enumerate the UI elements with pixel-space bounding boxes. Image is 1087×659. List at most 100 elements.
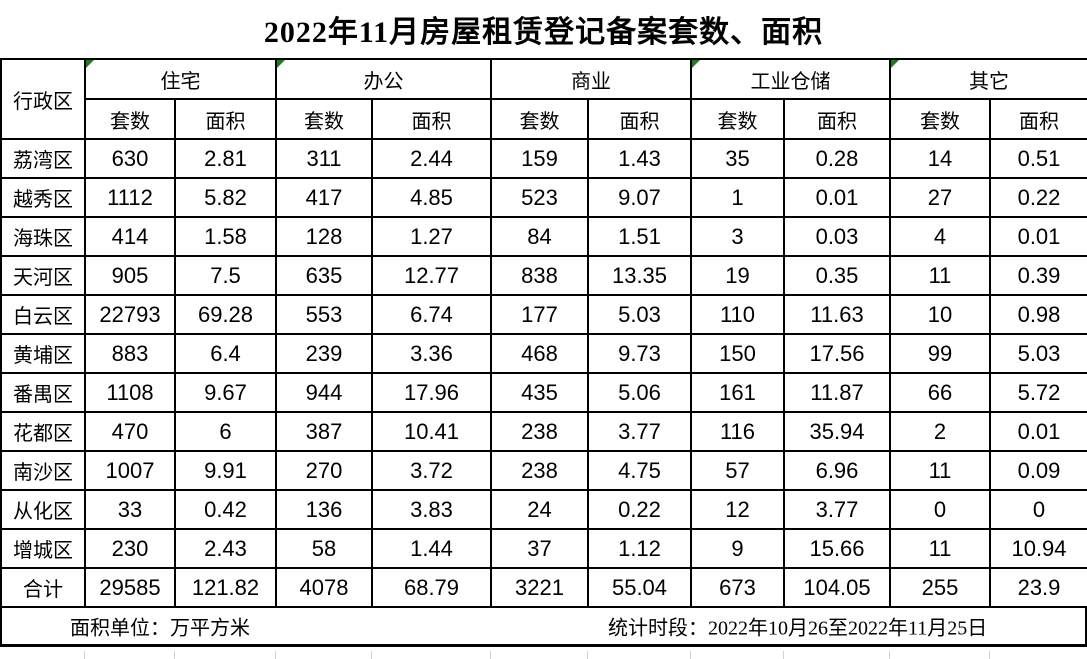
district-cell[interactable]: 花都区 [0, 411, 86, 452]
value-cell[interactable]: 0.28 [783, 138, 891, 179]
header-cell-district[interactable]: 行政区 [0, 58, 86, 140]
value-cell[interactable]: 230 [84, 528, 176, 569]
value-cell[interactable]: 66 [889, 372, 991, 413]
value-cell[interactable]: 1.12 [587, 528, 692, 569]
district-cell[interactable]: 南沙区 [0, 450, 86, 491]
value-cell[interactable]: 6 [174, 411, 277, 452]
value-cell[interactable]: 9.07 [587, 177, 692, 218]
subheader-cell[interactable]: 套数 [84, 98, 176, 140]
value-cell[interactable]: 239 [275, 333, 373, 374]
value-cell[interactable]: 311 [275, 138, 373, 179]
value-cell[interactable]: 14 [889, 138, 991, 179]
value-cell[interactable]: 0.22 [587, 489, 692, 530]
value-cell[interactable]: 35 [690, 138, 785, 179]
value-cell[interactable]: 9 [690, 528, 785, 569]
value-cell[interactable]: 10 [889, 294, 991, 335]
value-cell[interactable]: 110 [690, 294, 785, 335]
district-cell[interactable]: 番禺区 [0, 372, 86, 413]
value-cell[interactable]: 2.81 [174, 138, 277, 179]
value-cell[interactable]: 0 [889, 489, 991, 530]
value-cell[interactable]: 69.28 [174, 294, 277, 335]
value-cell[interactable]: 1.43 [587, 138, 692, 179]
value-cell[interactable]: 3.83 [371, 489, 492, 530]
district-cell[interactable]: 白云区 [0, 294, 86, 335]
value-cell[interactable]: 9.67 [174, 372, 277, 413]
subheader-cell[interactable]: 面积 [371, 98, 492, 140]
subheader-cell[interactable]: 套数 [889, 98, 991, 140]
value-cell[interactable]: 0.51 [989, 138, 1087, 179]
value-cell[interactable]: 4 [889, 216, 991, 257]
group-header-2[interactable]: 办公 [275, 58, 492, 100]
value-cell[interactable]: 270 [275, 450, 373, 491]
district-cell[interactable]: 荔湾区 [0, 138, 86, 179]
value-cell[interactable]: 417 [275, 177, 373, 218]
value-cell[interactable]: 523 [490, 177, 589, 218]
value-cell[interactable]: 104.05 [783, 567, 891, 608]
value-cell[interactable]: 0.22 [989, 177, 1087, 218]
value-cell[interactable]: 10.94 [989, 528, 1087, 569]
value-cell[interactable]: 150 [690, 333, 785, 374]
value-cell[interactable]: 11.87 [783, 372, 891, 413]
value-cell[interactable]: 0.03 [783, 216, 891, 257]
value-cell[interactable]: 673 [690, 567, 785, 608]
value-cell[interactable]: 55.04 [587, 567, 692, 608]
value-cell[interactable]: 1112 [84, 177, 176, 218]
subheader-cell[interactable]: 套数 [275, 98, 373, 140]
value-cell[interactable]: 5.03 [587, 294, 692, 335]
value-cell[interactable]: 0.01 [783, 177, 891, 218]
value-cell[interactable]: 5.06 [587, 372, 692, 413]
value-cell[interactable]: 1007 [84, 450, 176, 491]
value-cell[interactable]: 6.96 [783, 450, 891, 491]
value-cell[interactable]: 136 [275, 489, 373, 530]
value-cell[interactable]: 1.27 [371, 216, 492, 257]
value-cell[interactable]: 11 [889, 450, 991, 491]
value-cell[interactable]: 11 [889, 255, 991, 296]
value-cell[interactable]: 6.4 [174, 333, 277, 374]
value-cell[interactable]: 3 [690, 216, 785, 257]
value-cell[interactable]: 27 [889, 177, 991, 218]
value-cell[interactable]: 0.35 [783, 255, 891, 296]
value-cell[interactable]: 29585 [84, 567, 176, 608]
value-cell[interactable]: 7.5 [174, 255, 277, 296]
value-cell[interactable]: 128 [275, 216, 373, 257]
value-cell[interactable]: 6.74 [371, 294, 492, 335]
value-cell[interactable]: 121.82 [174, 567, 277, 608]
group-header-5[interactable]: 其它 [889, 58, 1087, 100]
value-cell[interactable]: 159 [490, 138, 589, 179]
value-cell[interactable]: 1108 [84, 372, 176, 413]
value-cell[interactable]: 10.41 [371, 411, 492, 452]
value-cell[interactable]: 0.98 [989, 294, 1087, 335]
value-cell[interactable]: 0.42 [174, 489, 277, 530]
value-cell[interactable]: 161 [690, 372, 785, 413]
district-cell[interactable]: 黄埔区 [0, 333, 86, 374]
value-cell[interactable]: 5.82 [174, 177, 277, 218]
value-cell[interactable]: 19 [690, 255, 785, 296]
value-cell[interactable]: 1.58 [174, 216, 277, 257]
value-cell[interactable]: 255 [889, 567, 991, 608]
value-cell[interactable]: 883 [84, 333, 176, 374]
value-cell[interactable]: 238 [490, 411, 589, 452]
value-cell[interactable]: 24 [490, 489, 589, 530]
district-cell[interactable]: 从化区 [0, 489, 86, 530]
value-cell[interactable]: 84 [490, 216, 589, 257]
value-cell[interactable]: 635 [275, 255, 373, 296]
value-cell[interactable]: 435 [490, 372, 589, 413]
value-cell[interactable]: 9.91 [174, 450, 277, 491]
value-cell[interactable]: 12 [690, 489, 785, 530]
value-cell[interactable]: 838 [490, 255, 589, 296]
value-cell[interactable]: 0.01 [989, 216, 1087, 257]
value-cell[interactable]: 0 [989, 489, 1087, 530]
value-cell[interactable]: 15.66 [783, 528, 891, 569]
value-cell[interactable]: 2.44 [371, 138, 492, 179]
group-header-4[interactable]: 工业仓储 [690, 58, 891, 100]
value-cell[interactable]: 630 [84, 138, 176, 179]
value-cell[interactable]: 68.79 [371, 567, 492, 608]
value-cell[interactable]: 13.35 [587, 255, 692, 296]
value-cell[interactable]: 0.39 [989, 255, 1087, 296]
value-cell[interactable]: 3.72 [371, 450, 492, 491]
value-cell[interactable]: 9.73 [587, 333, 692, 374]
value-cell[interactable]: 553 [275, 294, 373, 335]
group-header-3[interactable]: 商业 [490, 58, 692, 100]
value-cell[interactable]: 1.51 [587, 216, 692, 257]
value-cell[interactable]: 17.56 [783, 333, 891, 374]
